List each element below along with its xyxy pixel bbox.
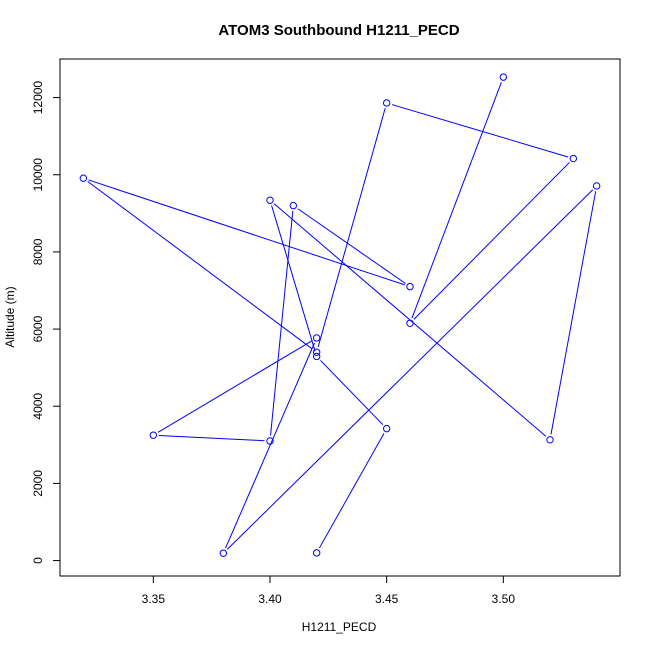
data-point — [289, 201, 298, 210]
series-line-segment — [413, 162, 570, 320]
y-tick-label: 12000 — [31, 81, 45, 115]
series-line-segment — [88, 179, 405, 286]
series-line-segment — [225, 342, 315, 549]
series-line-segment — [320, 360, 384, 426]
data-point — [406, 282, 414, 291]
series-line-segment — [411, 82, 502, 319]
series-line-segment — [550, 191, 597, 435]
x-axis: 3.35 3.40 3.45 3.50 — [142, 576, 516, 606]
data-point — [312, 549, 321, 557]
series-line-segment — [297, 208, 406, 284]
data-point — [569, 154, 578, 163]
data-point — [266, 437, 274, 445]
series-layer — [79, 73, 601, 557]
plot-frame — [59, 58, 621, 577]
data-point — [312, 348, 321, 356]
x-axis-label: H1211_PECD — [302, 620, 377, 634]
data-point — [499, 73, 508, 81]
data-point — [312, 334, 321, 342]
y-tick-label: 10000 — [31, 158, 45, 192]
data-point — [382, 99, 391, 107]
x-tick-label: 3.35 — [142, 592, 166, 606]
series-line-segment — [270, 211, 294, 436]
series-line-segment — [157, 340, 313, 433]
series-line-segment — [271, 205, 316, 352]
x-tick-label: 3.45 — [375, 592, 399, 606]
data-point — [219, 549, 228, 557]
data-point — [546, 436, 554, 444]
data-point — [79, 174, 88, 182]
x-tick-label: 3.50 — [492, 592, 516, 606]
series-line-segment — [158, 434, 265, 442]
data-point — [149, 431, 158, 439]
data-point — [266, 196, 274, 204]
series-line-segment — [317, 108, 386, 348]
series-line-segment — [87, 181, 313, 350]
y-tick-label: 2000 — [31, 470, 45, 497]
y-axis-label: Altitude (m) — [3, 286, 17, 347]
chart-title: ATOM3 Southbound H1211_PECD — [218, 22, 459, 39]
series-line-segment — [226, 189, 594, 550]
data-point — [592, 182, 601, 190]
series-line-segment — [391, 104, 569, 158]
y-tick-label: 6000 — [31, 315, 45, 342]
data-point — [406, 319, 414, 327]
data-point — [312, 352, 321, 361]
y-axis: 0 2000 4000 6000 8000 10000 12000 — [31, 81, 60, 564]
y-tick-label: 4000 — [31, 393, 45, 420]
x-tick-label: 3.40 — [258, 592, 282, 606]
series-line-segment — [318, 433, 385, 549]
y-tick-label: 0 — [31, 557, 45, 564]
y-tick-label: 8000 — [31, 238, 45, 265]
data-point — [382, 424, 391, 433]
